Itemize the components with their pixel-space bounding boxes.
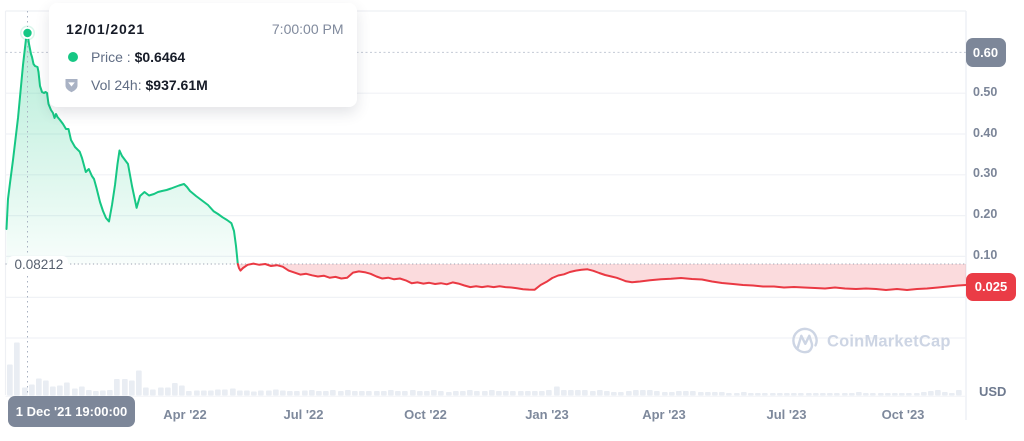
- svg-text:CoinMarketCap: CoinMarketCap: [827, 333, 951, 351]
